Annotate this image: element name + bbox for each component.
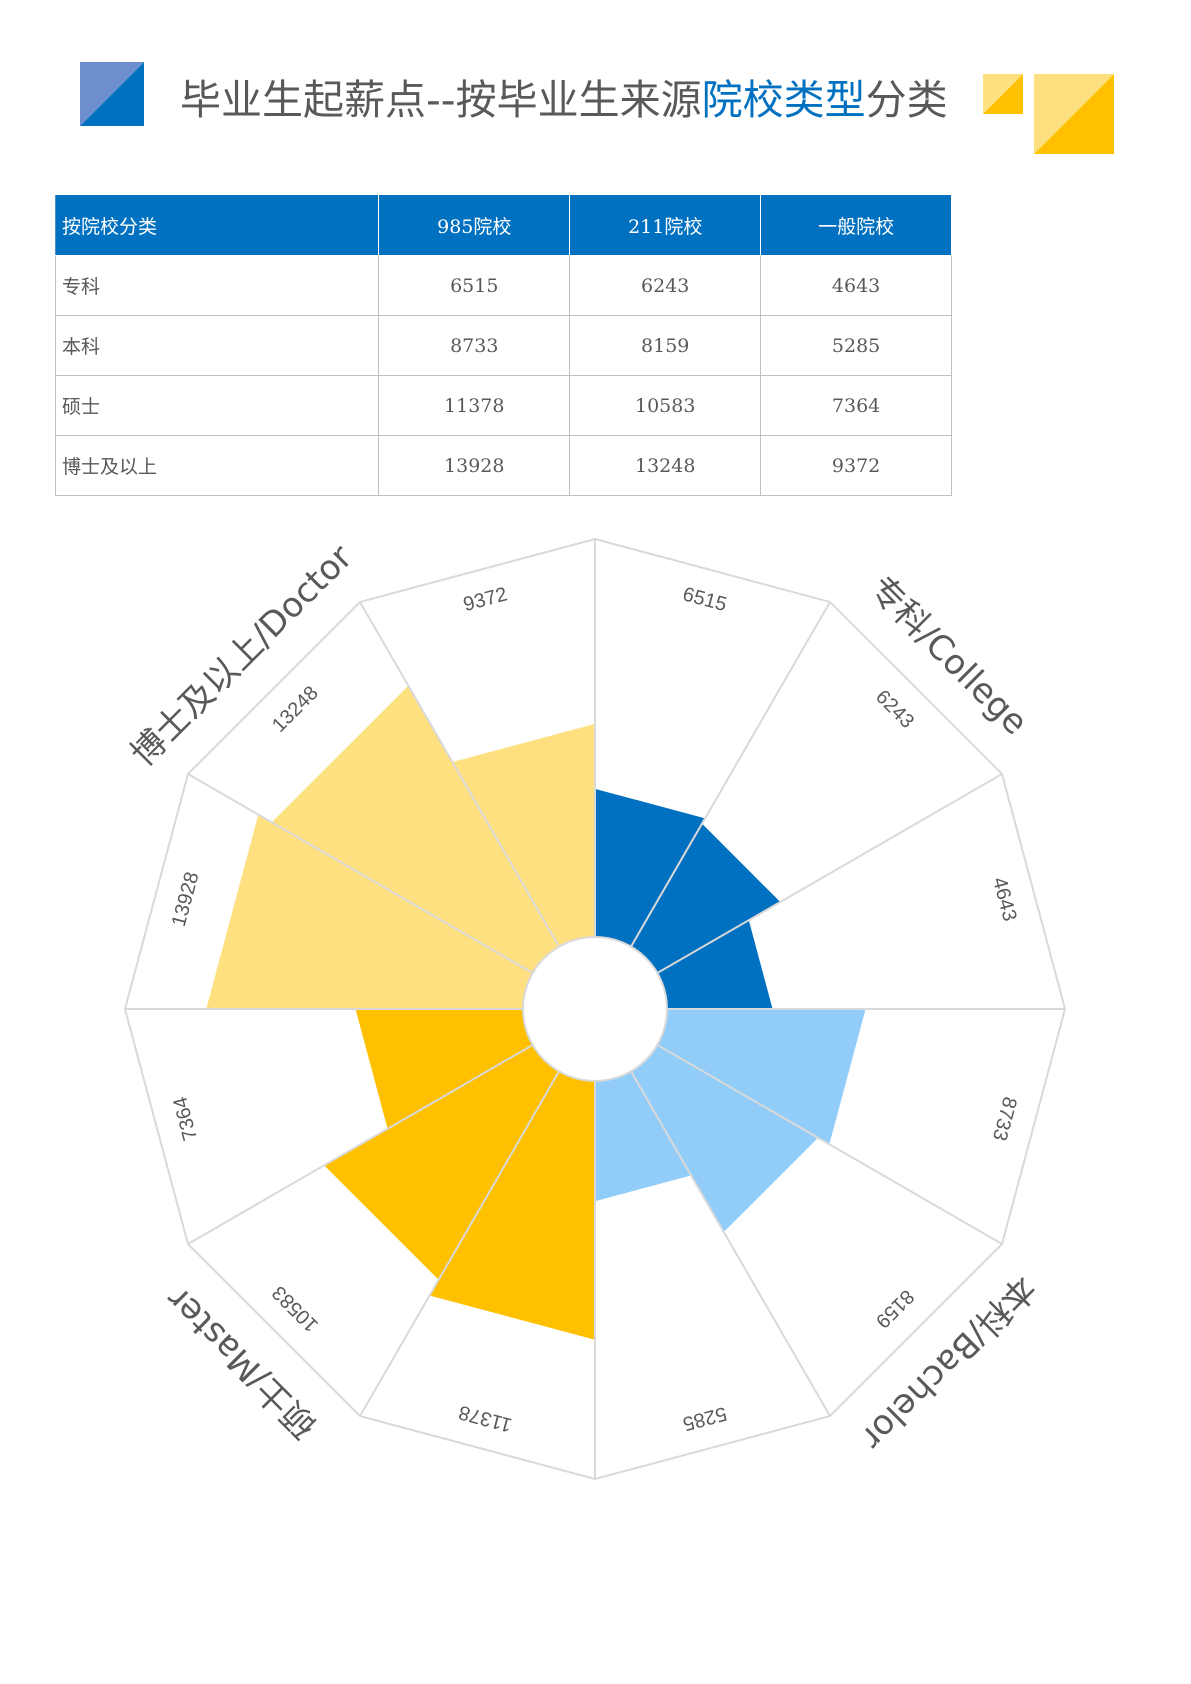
table-header-cell: 211院校 xyxy=(569,194,762,256)
table-row: 硕士 11378 10583 7364 xyxy=(54,375,952,436)
chart-bar xyxy=(657,1009,866,1145)
chart-center xyxy=(522,936,668,1082)
chart-bar xyxy=(355,1009,533,1129)
table-cell: 9372 xyxy=(760,435,952,496)
chart-bar xyxy=(452,723,595,947)
table-cell: 专科 xyxy=(54,255,380,316)
table-cell: 8733 xyxy=(378,315,571,376)
title-decoration-icon xyxy=(80,62,144,126)
chart-bar xyxy=(631,1045,819,1233)
table-cell: 5285 xyxy=(760,315,952,376)
title-part-1: 毕业生起薪点--按毕业生来源 xyxy=(180,76,702,124)
table-cell: 6515 xyxy=(378,255,571,316)
table-header-cell: 985院校 xyxy=(378,194,571,256)
chart-bar xyxy=(657,920,773,1009)
chart-bar xyxy=(429,1071,595,1340)
table-cell: 4643 xyxy=(760,255,952,316)
chart-bar xyxy=(206,814,533,1009)
chart-spoke xyxy=(359,1008,596,1417)
table-cell: 13248 xyxy=(569,435,762,496)
chart-bar xyxy=(595,1071,692,1202)
chart-spoke xyxy=(594,1008,1003,1245)
chart-spoke xyxy=(594,773,1003,1010)
title-highlight: 院校类型 xyxy=(701,76,866,124)
yellow-decoration-large-icon xyxy=(1034,74,1114,154)
chart-spoke xyxy=(187,773,596,1010)
table-cell: 13928 xyxy=(378,435,571,496)
table-cell: 硕士 xyxy=(54,375,380,436)
page-title: 毕业生起薪点--按毕业生来源院校类型分类 xyxy=(180,70,948,130)
chart-spoke xyxy=(594,601,831,1010)
table-row: 本科 8733 8159 5285 xyxy=(54,315,952,376)
chart-bar xyxy=(324,1045,559,1280)
table-cell: 7364 xyxy=(760,375,952,436)
chart-spoke xyxy=(594,1008,831,1417)
table-row: 专科 6515 6243 4643 xyxy=(54,255,952,316)
table-cell: 10583 xyxy=(569,375,762,436)
table-cell: 11378 xyxy=(378,375,571,436)
table-header-cell: 一般院校 xyxy=(760,194,952,256)
table-cell: 本科 xyxy=(54,315,380,376)
table-row: 博士及以上 13928 13248 9372 xyxy=(54,435,952,496)
chart-spoke xyxy=(359,601,596,1010)
salary-table: 按院校分类 985院校 211院校 一般院校 专科 6515 6243 4643… xyxy=(54,194,952,496)
chart-spoke xyxy=(187,1008,596,1245)
chart-bar xyxy=(271,685,559,973)
title-part-2: 分类 xyxy=(865,76,948,124)
table-cell: 6243 xyxy=(569,255,762,316)
table-cell: 博士及以上 xyxy=(54,435,380,496)
chart-bar xyxy=(631,823,781,973)
table-cell: 8159 xyxy=(569,315,762,376)
table-header-row: 按院校分类 985院校 211院校 一般院校 xyxy=(54,194,952,256)
chart-bar xyxy=(595,788,706,947)
table-header-cell: 按院校分类 xyxy=(54,194,380,256)
polar-bar-chart: 6515624346438733815952851137810583736413… xyxy=(123,537,1067,1481)
yellow-decoration-small-icon xyxy=(983,74,1023,114)
